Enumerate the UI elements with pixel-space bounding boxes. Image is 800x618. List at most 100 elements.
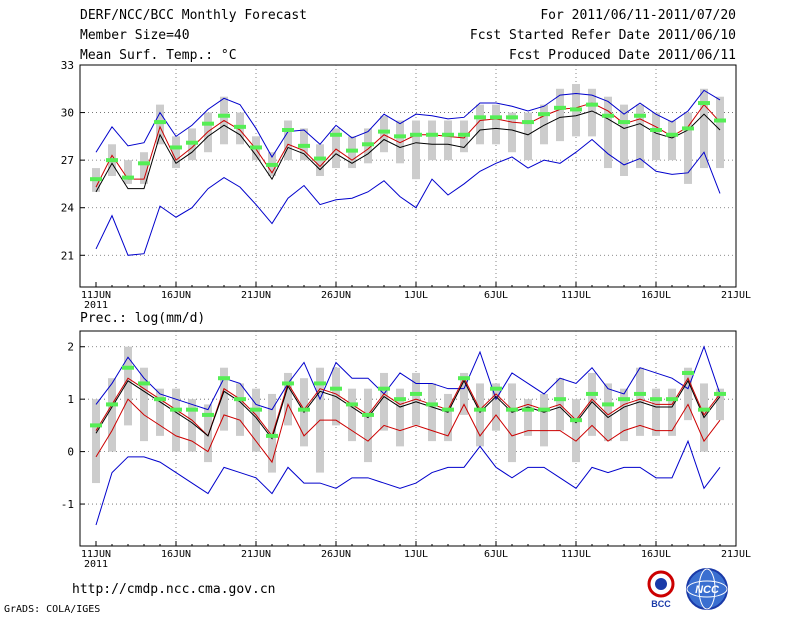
ensemble-box	[716, 388, 724, 421]
y-tick-label: 27	[61, 154, 74, 167]
ensemble-box	[684, 112, 692, 184]
forecast-marker	[250, 407, 262, 412]
forecast-marker	[234, 124, 246, 129]
ensemble-box	[460, 372, 468, 415]
forecast-marker	[410, 132, 422, 137]
forecast-marker	[570, 418, 582, 423]
forecast-marker	[362, 412, 374, 417]
forecast-marker	[106, 158, 118, 163]
ensemble-box	[220, 367, 228, 431]
forecast-marker	[474, 407, 486, 412]
series-max-line	[95, 345, 721, 411]
ensemble-box	[668, 120, 676, 161]
ensemble-box	[524, 399, 532, 436]
ensemble-box	[108, 378, 116, 452]
ensemble-box	[508, 112, 516, 153]
forecast-marker	[714, 391, 726, 396]
forecast-marker	[314, 381, 326, 386]
forecast-marker	[634, 113, 646, 118]
ensemble-box	[284, 372, 292, 426]
forecast-marker	[538, 407, 550, 412]
forecast-marker	[170, 407, 182, 412]
x-tick-label: 11JUL	[561, 549, 591, 560]
ensemble-box	[348, 388, 356, 442]
ensemble-box	[188, 399, 196, 452]
forecast-marker	[266, 433, 278, 438]
ensemble-box	[540, 393, 548, 447]
y-tick-label: 30	[61, 107, 74, 120]
y-tick-label: 0	[67, 446, 74, 459]
series-median-line	[95, 379, 721, 440]
ensemble-box	[380, 372, 388, 431]
ensemble-box	[156, 104, 164, 145]
ensemble-box	[380, 115, 388, 153]
forecast-marker	[394, 397, 406, 402]
y-tick-label: 2	[67, 341, 74, 354]
ensemble-box	[140, 367, 148, 442]
forecast-marker	[202, 121, 214, 126]
ncc-logo-text: NCC	[695, 584, 720, 596]
forecast-marker	[362, 142, 374, 147]
x-tick-label: 1JUL	[404, 549, 428, 560]
x-tick-label: 6JUL	[484, 549, 508, 560]
forecast-marker	[554, 105, 566, 110]
ensemble-box	[428, 120, 436, 161]
forecast-marker	[698, 101, 710, 106]
bcc-logo-text: BCC	[651, 599, 671, 609]
x-tick-label: 21JUL	[721, 290, 751, 301]
forecast-marker	[154, 397, 166, 402]
forecast-marker	[490, 115, 502, 120]
chart-title: DERF/NCC/BCC Monthly Forecast	[80, 8, 307, 23]
forecast-marker	[250, 145, 262, 150]
ensemble-box	[540, 104, 548, 145]
ensemble-box	[284, 120, 292, 161]
x-tick-label: 16JUL	[641, 549, 671, 560]
x-tick-label: 11JUN	[81, 290, 111, 301]
forecast-marker	[634, 391, 646, 396]
ensemble-box	[396, 120, 404, 164]
forecast-marker	[426, 402, 438, 407]
y-tick-label: 24	[61, 202, 75, 215]
x-tick-label: 11JUL	[561, 290, 591, 301]
y-tick-label: 21	[61, 249, 74, 262]
ensemble-box	[172, 136, 180, 169]
ensemble-box	[444, 393, 452, 442]
x-tick-label: 21JUL	[721, 549, 751, 560]
forecast-marker	[330, 386, 342, 391]
forecast-marker	[202, 412, 214, 417]
forecast-marker	[442, 407, 454, 412]
ensemble-box	[92, 399, 100, 484]
source-url[interactable]: http://cmdp.ncc.cma.gov.cn	[72, 582, 276, 597]
forecast-marker	[106, 402, 118, 407]
x-tick-label: 21JUN	[241, 290, 271, 301]
forecast-marker	[554, 397, 566, 402]
forecast-marker	[186, 407, 198, 412]
forecast-marker	[298, 407, 310, 412]
ensemble-box	[476, 383, 484, 447]
ensemble-box	[620, 104, 628, 176]
ensemble-box	[412, 120, 420, 180]
ensemble-box	[364, 388, 372, 463]
forecast-marker	[138, 161, 150, 166]
plot-frame	[79, 330, 737, 547]
forecast-marker	[666, 132, 678, 137]
ensemble-box	[524, 112, 532, 161]
ensemble-box	[332, 128, 340, 169]
forecast-marker	[314, 156, 326, 161]
forecast-produced-date: Fcst Produced Date 2011/06/11	[509, 48, 736, 63]
forecast-marker	[618, 120, 630, 125]
x-tick-label: 2011	[84, 559, 108, 570]
ensemble-box	[124, 160, 132, 184]
forecast-marker	[426, 132, 438, 137]
x-tick-label: 26JUN	[321, 549, 351, 560]
x-tick-label: 2011	[84, 300, 108, 311]
ensemble-box	[236, 383, 244, 436]
ensemble-box	[684, 367, 692, 421]
ensemble-box	[428, 383, 436, 442]
ensemble-box	[444, 120, 452, 161]
forecast-marker	[90, 423, 102, 428]
forecast-marker	[282, 381, 294, 386]
forecast-period: For 2011/06/11-2011/07/20	[540, 8, 736, 23]
x-tick-label: 6JUL	[484, 290, 508, 301]
